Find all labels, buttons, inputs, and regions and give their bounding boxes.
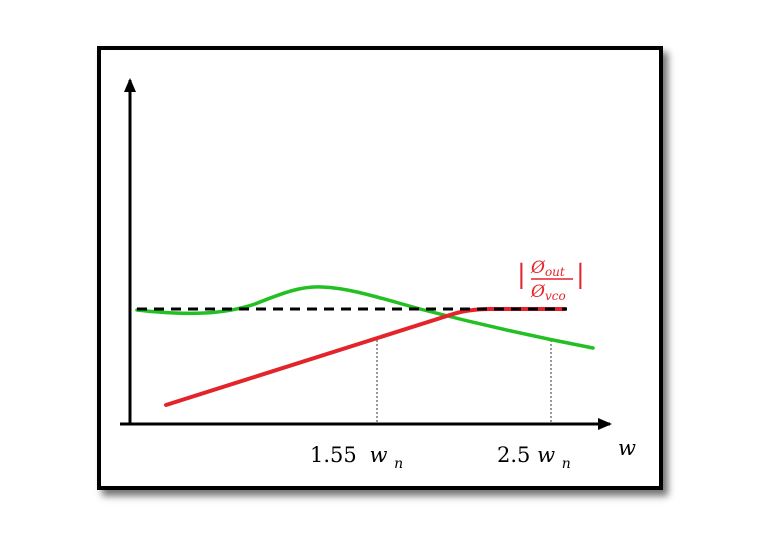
ratio-numerator: Øout (530, 258, 565, 279)
tick2-number: 2.5 (497, 443, 530, 467)
tick2-subscript: n (562, 456, 571, 472)
tick1-variable: w (369, 443, 387, 467)
ratio-denominator: Øvco (530, 282, 566, 303)
transfer-ratio-label: | Øout Øvco | (517, 258, 585, 303)
denominator-symbol: Ø (530, 282, 546, 302)
green-response-curve (135, 285, 595, 350)
numerator-symbol: Ø (530, 258, 546, 278)
tick-label-1-55wn: 1.55 w n (310, 443, 403, 472)
denominator-subscript: vco (545, 289, 566, 303)
x-axis-label: w (618, 436, 636, 460)
tick1-subscript: n (394, 456, 403, 472)
tick2-variable: w (537, 443, 555, 467)
tick-label-2-5wn: 2.5 w n (497, 443, 571, 472)
numerator-subscript: out (545, 265, 565, 279)
abs-bar-right: | (576, 260, 585, 290)
figure-frame (97, 46, 663, 490)
red-response-curve (164, 307, 567, 407)
tick1-number: 1.55 (310, 443, 357, 467)
abs-bar-left: | (517, 260, 526, 290)
